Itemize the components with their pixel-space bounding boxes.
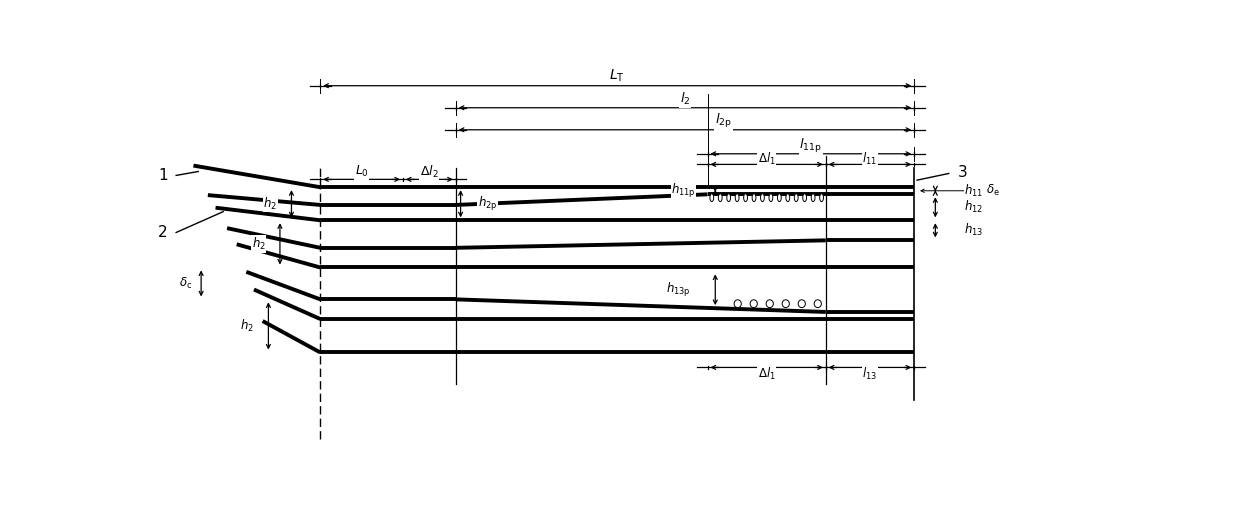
Text: $h_2$: $h_2$ xyxy=(263,196,278,212)
Ellipse shape xyxy=(734,300,742,308)
Ellipse shape xyxy=(811,194,815,202)
Ellipse shape xyxy=(709,194,714,202)
Text: 3: 3 xyxy=(957,165,967,180)
Ellipse shape xyxy=(802,194,806,202)
Ellipse shape xyxy=(750,300,758,308)
Text: $\Delta l_1$: $\Delta l_1$ xyxy=(758,366,775,382)
Text: $h_2$: $h_2$ xyxy=(252,236,265,252)
Text: 1: 1 xyxy=(157,168,167,183)
Text: $\delta_\mathrm{e}$: $\delta_\mathrm{e}$ xyxy=(986,183,1001,198)
Text: $h_\mathrm{13p}$: $h_\mathrm{13p}$ xyxy=(666,281,691,299)
Ellipse shape xyxy=(820,194,823,202)
Text: $h_\mathrm{2p}$: $h_\mathrm{2p}$ xyxy=(477,195,497,213)
Text: $h_\mathrm{12}$: $h_\mathrm{12}$ xyxy=(965,199,983,215)
Text: $l_\mathrm{13}$: $l_\mathrm{13}$ xyxy=(863,366,878,382)
Ellipse shape xyxy=(744,194,748,202)
Ellipse shape xyxy=(753,194,756,202)
Text: $l_\mathrm{2p}$: $l_\mathrm{2p}$ xyxy=(715,112,732,130)
Text: $\delta_\mathrm{c}$: $\delta_\mathrm{c}$ xyxy=(179,276,192,291)
Text: $l_2$: $l_2$ xyxy=(680,91,691,107)
Text: $h_\mathrm{11p}$: $h_\mathrm{11p}$ xyxy=(671,182,696,200)
Ellipse shape xyxy=(760,194,764,202)
Text: $l_\mathrm{11}$: $l_\mathrm{11}$ xyxy=(863,151,878,167)
Ellipse shape xyxy=(735,194,739,202)
Ellipse shape xyxy=(786,194,790,202)
Ellipse shape xyxy=(718,194,722,202)
Ellipse shape xyxy=(782,300,790,308)
Ellipse shape xyxy=(769,194,773,202)
Text: $h_\mathrm{11}$: $h_\mathrm{11}$ xyxy=(965,183,983,199)
Ellipse shape xyxy=(799,300,805,308)
Text: $L_0$: $L_0$ xyxy=(355,164,368,179)
Text: $\Delta l_2$: $\Delta l_2$ xyxy=(420,164,439,179)
Text: $l_\mathrm{11p}$: $l_\mathrm{11p}$ xyxy=(800,137,822,155)
Text: 2: 2 xyxy=(157,225,167,240)
Ellipse shape xyxy=(777,194,781,202)
Text: $h_\mathrm{13}$: $h_\mathrm{13}$ xyxy=(965,222,983,238)
Ellipse shape xyxy=(727,194,730,202)
Ellipse shape xyxy=(766,300,774,308)
Text: $\Delta l_1$: $\Delta l_1$ xyxy=(758,151,775,167)
Text: $h_2$: $h_2$ xyxy=(241,318,254,334)
Ellipse shape xyxy=(795,194,799,202)
Ellipse shape xyxy=(815,300,821,308)
Text: $L_{\mathrm{T}}$: $L_{\mathrm{T}}$ xyxy=(609,67,625,84)
